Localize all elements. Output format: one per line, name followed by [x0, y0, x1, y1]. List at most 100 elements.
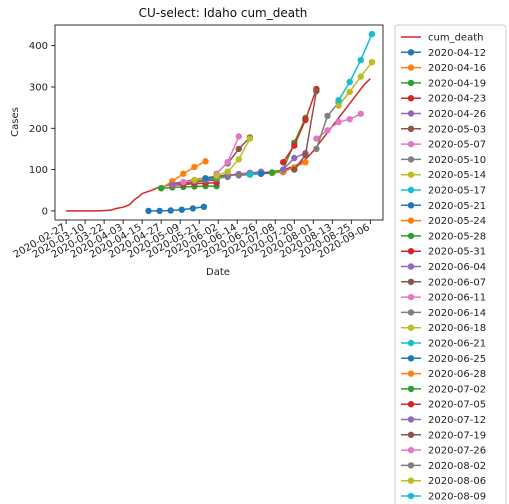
series-line	[227, 170, 262, 177]
series-point	[246, 135, 254, 142]
series-point	[302, 151, 309, 159]
series-line	[194, 176, 228, 182]
series-point	[268, 169, 276, 176]
series-point	[257, 170, 265, 177]
plot-area: 01002003004002020-02-272020-03-102020-03…	[12, 24, 384, 261]
legend-label: 2020-06-28	[428, 369, 486, 380]
legend-item: 2020-07-19	[401, 430, 486, 441]
legend-marker	[407, 370, 415, 377]
series-point	[368, 59, 376, 66]
series-point	[189, 205, 197, 212]
series-point	[313, 145, 320, 153]
legend-item: 2020-06-18	[401, 323, 486, 334]
legend-label: 2020-06-11	[428, 293, 486, 304]
legend-item: 2020-05-17	[401, 186, 486, 197]
series-2020-07-19	[291, 87, 320, 173]
legend-item: 2020-05-28	[401, 231, 486, 242]
plot-frame	[54, 24, 384, 221]
series-point	[324, 127, 331, 134]
series-point	[191, 176, 198, 184]
series-2020-06-11	[213, 133, 242, 177]
legend-marker	[407, 278, 415, 285]
legend-marker	[407, 309, 415, 316]
legend-item: cum_death	[401, 33, 483, 44]
legend-item: 2020-05-07	[401, 140, 486, 151]
legend-label: 2020-06-21	[428, 339, 486, 350]
y-tick-label: 0	[42, 206, 48, 217]
legend-item: 2020-06-21	[401, 339, 486, 350]
legend-marker	[407, 171, 415, 178]
legend-label: 2020-05-31	[428, 247, 486, 258]
series-point	[335, 118, 342, 126]
legend-label: 2020-05-07	[428, 140, 486, 151]
legend-item: 2020-06-25	[401, 354, 486, 365]
y-tick-label: 300	[29, 82, 48, 93]
y-tick-label: 200	[29, 124, 48, 135]
series-point	[357, 110, 364, 118]
series-line	[272, 161, 306, 174]
series-point	[291, 142, 298, 149]
series-2020-04-12	[145, 203, 208, 215]
series-line	[338, 61, 373, 107]
legend-marker	[407, 431, 415, 438]
series-point	[313, 87, 320, 95]
legend-label: 2020-05-14	[428, 170, 486, 181]
series-point	[291, 154, 298, 162]
legend-item: 2020-05-24	[401, 216, 486, 227]
legend-marker	[407, 401, 415, 408]
series-point	[357, 56, 364, 64]
series-point	[167, 207, 174, 214]
legend-label: 2020-04-12	[428, 48, 486, 59]
legend-marker	[407, 446, 415, 454]
series-2020-08-09	[335, 30, 376, 104]
legend-item: 2020-04-16	[401, 63, 486, 74]
legend-marker	[407, 416, 415, 423]
series-point	[235, 156, 242, 163]
series-point	[324, 112, 331, 120]
legend-item: 2020-08-09	[401, 492, 486, 503]
series-point	[145, 207, 152, 215]
legend-box	[394, 24, 507, 504]
legend-label: 2020-05-03	[428, 124, 486, 135]
legend-marker	[407, 49, 415, 56]
legend-label: 2020-06-14	[428, 308, 486, 319]
chart-title: CU-select: Idaho cum_death	[139, 6, 308, 20]
legend-label: 2020-04-16	[428, 63, 486, 74]
legend-label: 2020-04-23	[428, 94, 486, 105]
legend-marker	[407, 110, 415, 117]
legend-item: 2020-08-06	[401, 476, 486, 487]
legend-item: 2020-05-03	[401, 124, 486, 135]
series-2020-08-06	[335, 59, 376, 109]
series-point	[191, 163, 198, 171]
legend-marker	[407, 248, 415, 255]
legend-item: 2020-05-10	[401, 155, 486, 166]
series-2020-07-02	[268, 114, 309, 176]
series-point	[213, 172, 220, 179]
series-line	[216, 138, 251, 177]
legend-item: 2020-07-05	[401, 400, 486, 411]
legend-marker	[407, 64, 415, 71]
series-point	[235, 133, 242, 140]
legend-label: 2020-07-12	[428, 415, 486, 426]
legend-item: 2020-08-02	[401, 461, 486, 472]
series-point	[346, 88, 353, 96]
legend-item: 2020-07-26	[401, 446, 486, 457]
legend-marker	[407, 232, 415, 240]
legend-item: 2020-04-23	[401, 94, 486, 105]
legend-marker	[407, 186, 415, 194]
legend-label: 2020-05-28	[428, 231, 486, 242]
legend-label: 2020-05-10	[428, 155, 486, 166]
series-point	[202, 158, 209, 165]
legend-marker	[407, 156, 415, 163]
series-point	[246, 171, 254, 178]
legend-label: 2020-08-02	[428, 461, 486, 472]
legend-item: 2020-06-07	[401, 277, 486, 288]
y-tick-label: 400	[29, 41, 48, 52]
series-2020-07-26	[313, 110, 364, 142]
legend-item: 2020-04-12	[401, 48, 486, 59]
legend-label: 2020-07-19	[428, 430, 486, 441]
series-point	[180, 178, 187, 186]
legend-item: 2020-04-19	[401, 78, 486, 89]
legend-marker	[407, 95, 415, 102]
series-line-cum-death	[66, 78, 371, 212]
